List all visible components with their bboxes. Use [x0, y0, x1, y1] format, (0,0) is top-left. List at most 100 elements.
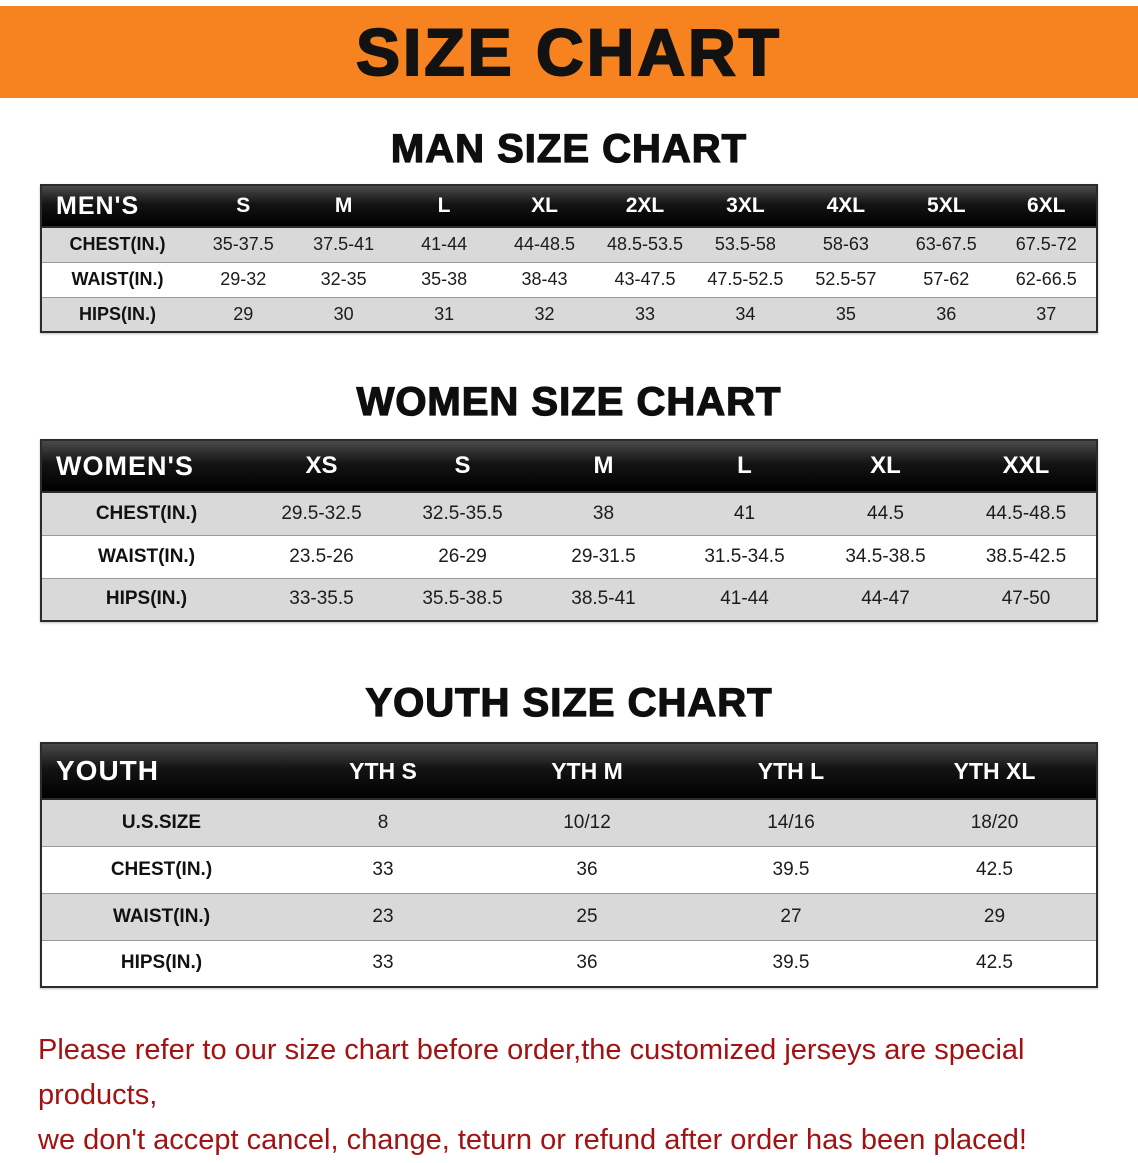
table-row: CHEST(IN.) 33 36 39.5 42.5	[41, 846, 1097, 893]
value-cell: 32.5-35.5	[422, 502, 503, 524]
youth-section: YOUTH SIZE CHART YOUTH YTH S YTH M YTH L YTH…	[0, 680, 1138, 988]
size-header-cell: S	[392, 440, 533, 493]
value-cell: 26-29	[438, 545, 487, 567]
value-cell: 37	[1036, 303, 1057, 324]
table-header-row: MEN'S S M L XL 2XL 3XL 4XL 5XL 6XL	[41, 185, 1097, 228]
table-title-cell: MEN'S	[41, 185, 193, 228]
value-cell: 38	[592, 502, 615, 524]
value-cell: 33	[372, 858, 394, 880]
value-cell: 10/12	[563, 811, 611, 833]
value-cell: 29	[983, 905, 1006, 927]
table-title-cell: YOUTH	[41, 743, 281, 800]
value-cell: 47.5-52.5	[707, 269, 784, 289]
value-cell: 44-47	[861, 588, 910, 610]
value-cell: 27	[780, 905, 802, 927]
size-header-cell: 5XL	[896, 185, 997, 228]
value-cell: 39.5	[772, 858, 810, 880]
size-header-cell: M	[293, 185, 394, 228]
value-cell: 42.5	[976, 858, 1013, 880]
value-cell: 36	[576, 952, 598, 974]
value-cell: 44.5	[867, 502, 904, 524]
value-cell: 14/16	[767, 811, 815, 833]
value-cell: 63-67.5	[915, 234, 977, 255]
measurement-label-cell: HIPS(IN.)	[78, 303, 156, 324]
value-cell: 36	[936, 303, 957, 324]
size-header-cell: L	[393, 185, 495, 228]
value-cell: 35-37.5	[212, 234, 274, 255]
size-header-cell: 2XL	[594, 185, 696, 228]
size-header-cell: L	[674, 440, 815, 493]
value-cell: 30	[333, 303, 354, 324]
value-cell: 33	[634, 303, 655, 324]
size-header-cell: YTH L	[689, 743, 893, 800]
women-section: WOMEN SIZE CHART WOMEN'S XS S M L XL XXL CHEST(…	[0, 379, 1138, 622]
youth-section-heading: YOUTH SIZE CHART	[365, 680, 773, 725]
value-cell: 29-32	[220, 269, 267, 289]
men-section: MAN SIZE CHART MEN'S S M L XL 2XL 3XL 4XL 5XL 6XL…	[0, 126, 1138, 333]
value-cell: 58-63	[822, 234, 869, 255]
youth-size-table: YOUTH YTH S YTH M YTH L YTH XL U.S.SIZE 8 10/12…	[40, 742, 1098, 988]
table-row: U.S.SIZE 8 10/12 14/16 18/20	[41, 799, 1097, 846]
value-cell: 38.5-42.5	[985, 545, 1067, 567]
men-size-table: MEN'S S M L XL 2XL 3XL 4XL 5XL 6XL CHEST(IN.) 35-37…	[40, 184, 1098, 333]
value-cell: 57-62	[923, 269, 970, 289]
value-cell: 33-35.5	[289, 588, 354, 610]
value-cell: 47-50	[1001, 588, 1051, 610]
size-header-cell: XL	[815, 440, 956, 493]
value-cell: 38.5-41	[571, 588, 636, 610]
value-cell: 38-43	[521, 269, 568, 289]
value-cell: 34.5-38.5	[845, 545, 926, 567]
value-cell: 52.5-57	[815, 269, 877, 289]
size-header-cell: YTH M	[485, 743, 689, 800]
value-cell: 37.5-41	[313, 234, 375, 255]
measurement-label-cell: HIPS(IN.)	[105, 588, 188, 610]
table-row: CHEST(IN.) 35-37.5 37.5-41 41-44 44-48.5 48.5…	[41, 227, 1097, 262]
measurement-label-cell: CHEST(IN.)	[69, 234, 166, 255]
table-row: WAIST(IN.) 23.5-26 26-29 29-31.5 31.5-34.5 34…	[41, 535, 1097, 578]
value-cell: 44-48.5	[514, 234, 576, 255]
value-cell: 42.5	[976, 952, 1013, 974]
table-row: WAIST(IN.) 29-32 32-35 35-38 38-43 43-47.5 47.…	[41, 262, 1097, 297]
measurement-label-cell: HIPS(IN.)	[120, 952, 203, 974]
value-cell: 29.5-32.5	[281, 502, 362, 524]
men-section-heading: MAN SIZE CHART	[390, 126, 748, 171]
value-cell: 35-38	[421, 269, 468, 289]
value-cell: 35.5-38.5	[422, 588, 503, 610]
value-cell: 25	[576, 905, 598, 927]
size-header-cell: S	[193, 185, 294, 228]
value-cell: 67.5-72	[1015, 234, 1077, 255]
measurement-label-cell: CHEST(IN.)	[95, 502, 198, 524]
value-cell: 31.5-34.5	[704, 545, 785, 567]
value-cell: 48.5-53.5	[606, 234, 683, 255]
size-header-cell: XS	[251, 440, 392, 493]
table-row: HIPS(IN.) 33 36 39.5 42.5	[41, 940, 1097, 987]
value-cell: 18/20	[970, 811, 1019, 833]
size-header-cell: YTH S	[281, 743, 485, 800]
value-cell: 41	[733, 502, 756, 524]
value-cell: 39.5	[772, 952, 810, 974]
banner: SIZE CHART	[0, 6, 1138, 98]
value-cell: 41-44	[720, 588, 769, 610]
value-cell: 31	[434, 303, 455, 324]
value-cell: 53.5-58	[714, 234, 776, 255]
size-header-cell: XXL	[956, 440, 1097, 493]
size-header-cell: M	[533, 440, 674, 493]
footer-line-1: Please refer to our size chart before or…	[38, 1034, 1025, 1111]
measurement-label-cell: WAIST(IN.)	[97, 545, 196, 567]
value-cell: 36	[576, 858, 598, 880]
table-header-row: YOUTH YTH S YTH M YTH L YTH XL	[41, 743, 1097, 800]
value-cell: 8	[377, 811, 389, 833]
table-header-row: WOMEN'S XS S M L XL XXL	[41, 440, 1097, 493]
value-cell: 29	[233, 303, 254, 324]
value-cell: 43-47.5	[614, 269, 676, 289]
measurement-label-cell: WAIST(IN.)	[71, 269, 164, 289]
value-cell: 41-44	[421, 234, 468, 255]
table-row: WAIST(IN.) 23 25 27 29	[41, 893, 1097, 940]
value-cell: 32	[534, 303, 555, 324]
size-header-cell: YTH XL	[893, 743, 1097, 800]
size-header-cell: 4XL	[795, 185, 897, 228]
value-cell: 33	[372, 952, 394, 974]
table-row: HIPS(IN.) 33-35.5 35.5-38.5 38.5-41 41-44 44-…	[41, 578, 1097, 621]
table-row: HIPS(IN.) 29 30 31 32 33 34 35 36 37	[41, 297, 1097, 332]
